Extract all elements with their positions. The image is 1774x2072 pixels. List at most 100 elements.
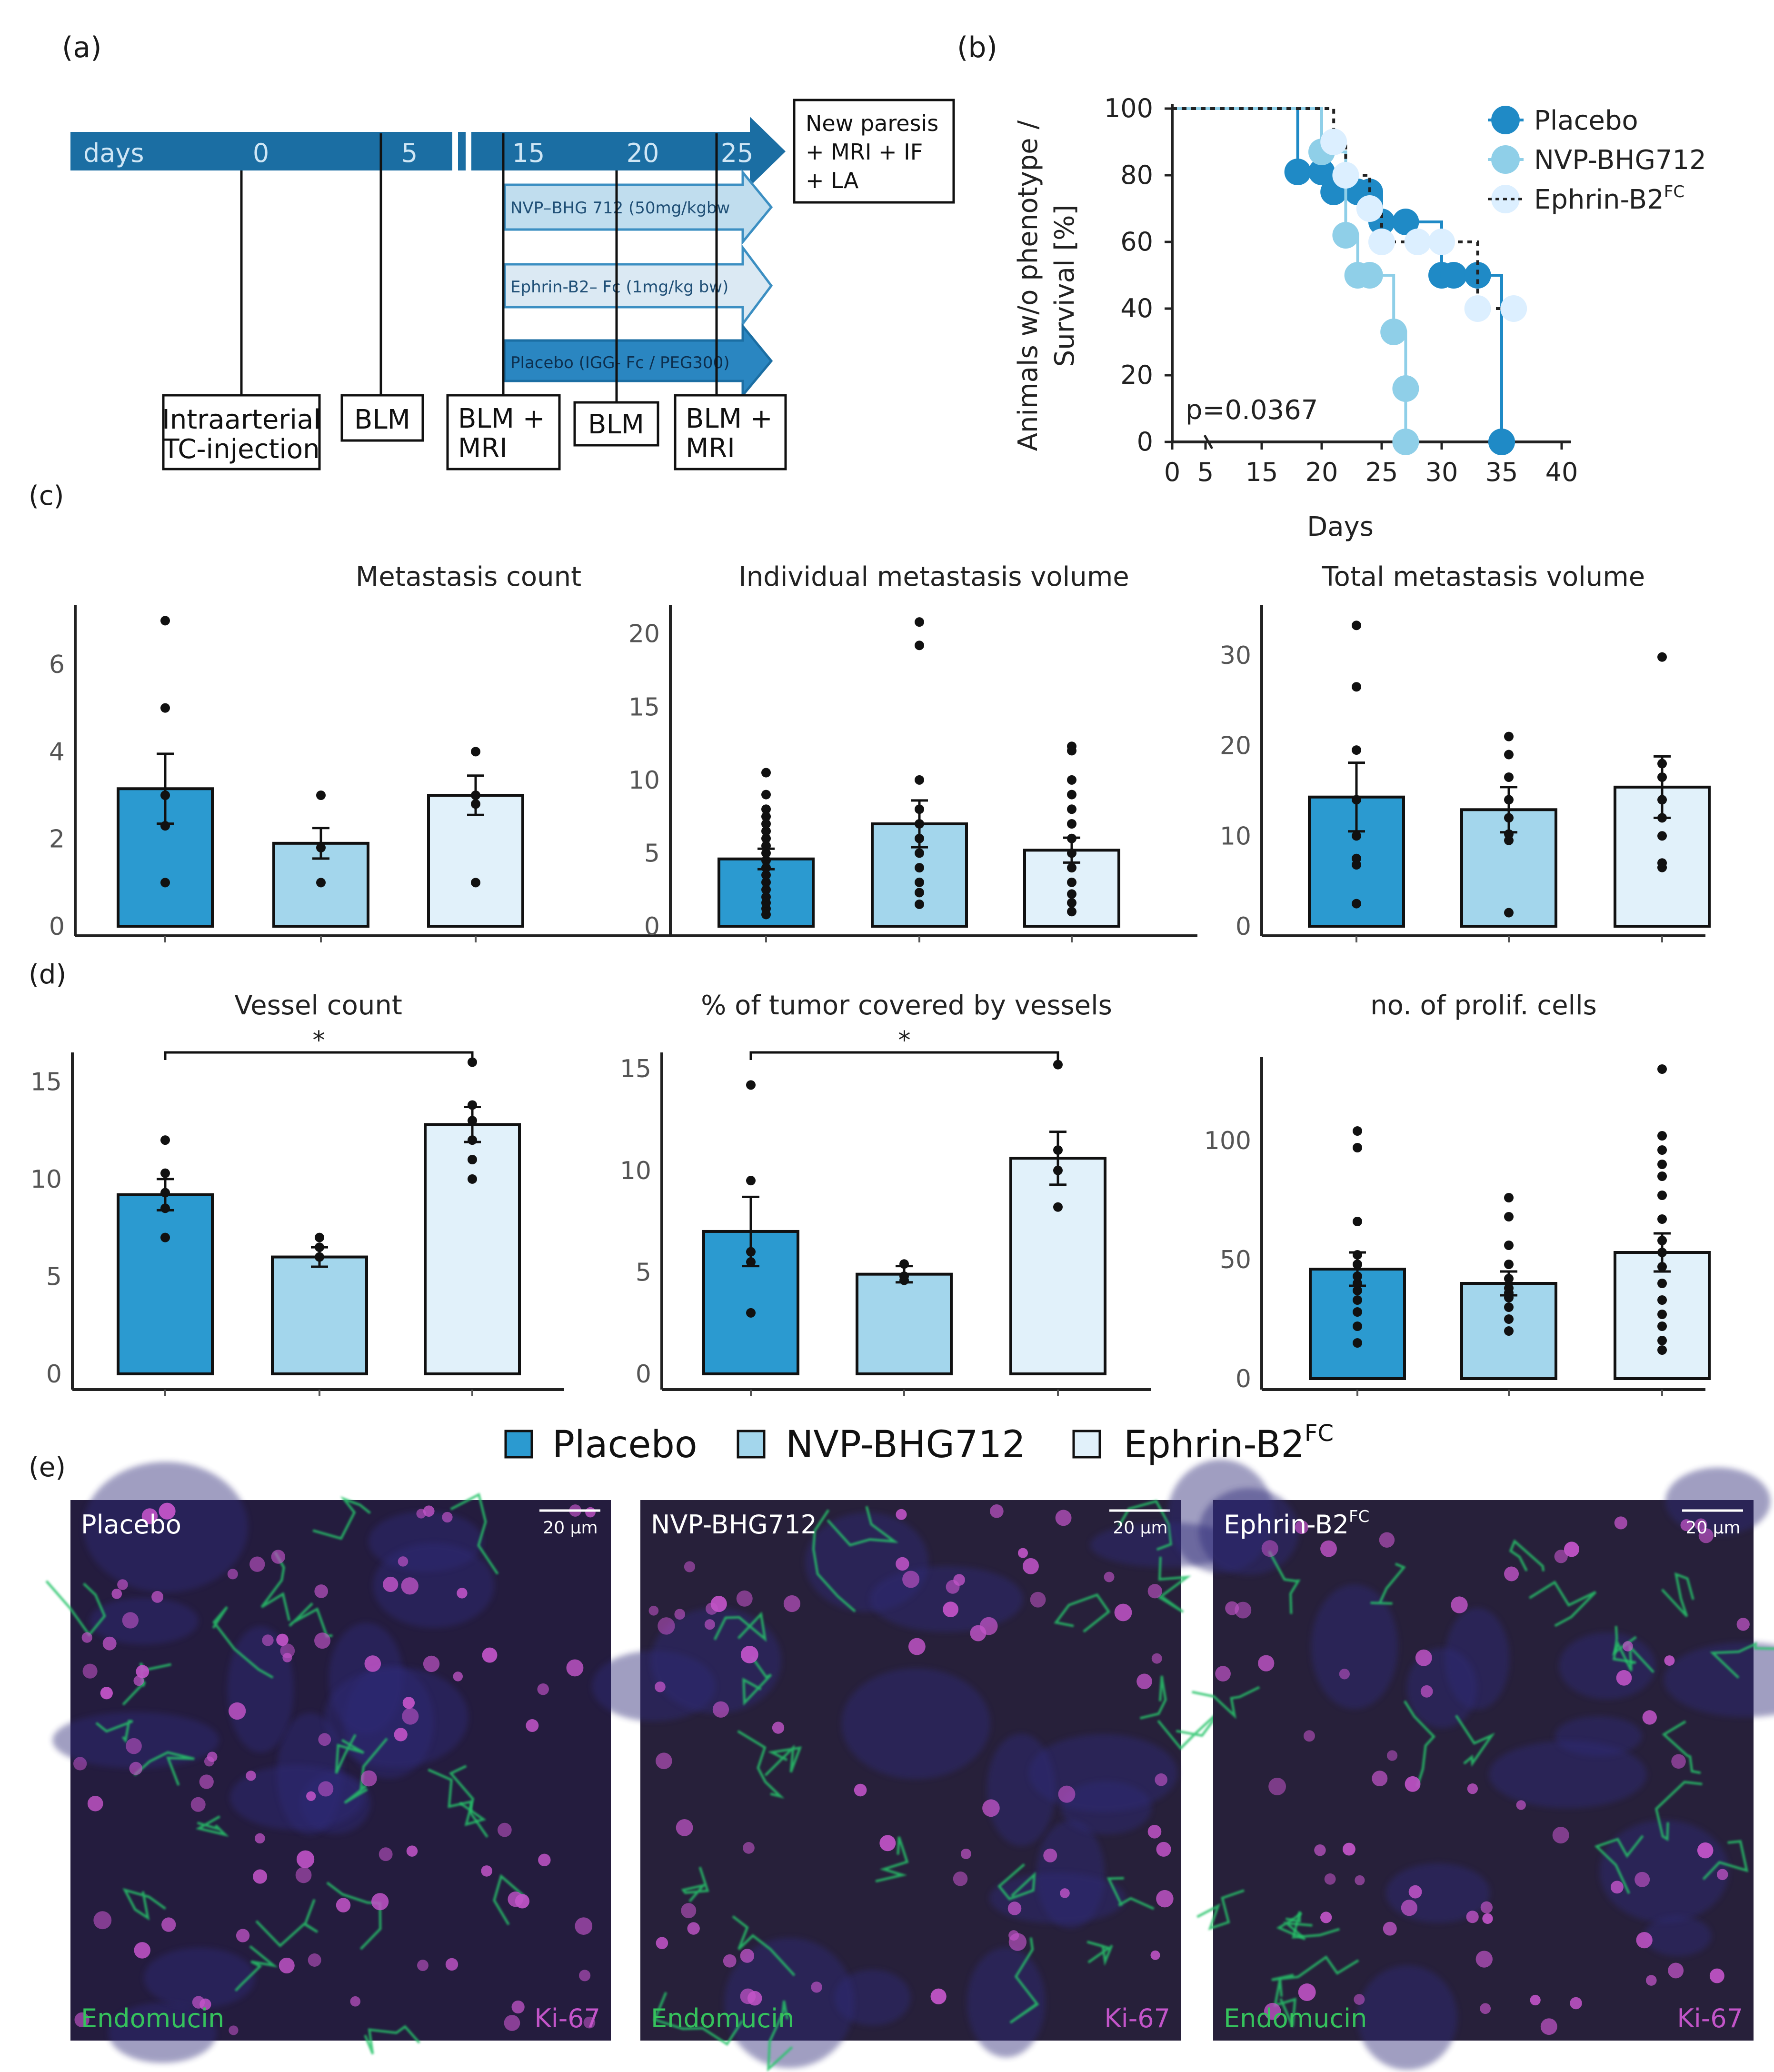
bar-ytick-label: 0: [644, 912, 660, 941]
ki67-nucleus: [262, 1634, 274, 1646]
ki67-nucleus: [314, 1584, 329, 1598]
bar-chart-3: Total metastasis volume 0 10 20 30: [1220, 561, 1711, 942]
event-injection-line-1: Intraarterial: [162, 404, 321, 435]
data-point: [1067, 898, 1076, 908]
data-point: [761, 870, 771, 880]
data-point: [1352, 795, 1361, 805]
bar-placebo: [117, 1193, 214, 1376]
km-legend: Placebo NVP-BHG712 Ephrin-B2FC: [1488, 105, 1706, 215]
dapi-region: [90, 1598, 199, 1645]
vessel-signal: [1528, 1581, 1597, 1627]
bar-nvp-bhg712: [856, 1272, 953, 1375]
km-point-ephrin: [1428, 229, 1455, 255]
data-point: [915, 617, 924, 627]
dapi-region: [1311, 1584, 1398, 1709]
ki67-nucleus: [1156, 1890, 1174, 1908]
bar-ytick-label: 4: [49, 738, 65, 766]
data-point: [1657, 1236, 1667, 1245]
data-point: [1352, 899, 1361, 909]
ki67-nucleus: [655, 1752, 672, 1770]
ki67-nucleus: [1570, 1997, 1582, 2010]
data-point: [1504, 795, 1514, 805]
data-point: [915, 804, 924, 814]
data-point: [915, 833, 924, 843]
panel-label-b: (b): [957, 31, 997, 64]
vessel-signal: [260, 1551, 290, 1621]
data-point: [761, 877, 771, 887]
ki67-nucleus: [151, 1591, 164, 1603]
data-point: [471, 878, 480, 888]
vessel-signal: [312, 1496, 371, 1540]
micrograph-label: NVP-BHG712: [651, 1510, 817, 1540]
km-ytick-label: 100: [1104, 93, 1153, 123]
data-point: [915, 863, 924, 873]
event-blm-mri-2-line-2: MRI: [686, 433, 735, 464]
data-point: [761, 863, 771, 873]
ki67-nucleus: [1295, 1520, 1309, 1534]
bar-ytick-label: 10: [628, 766, 660, 795]
data-point: [1657, 1321, 1667, 1331]
ki67-nucleus: [271, 1550, 285, 1564]
bar-ephrin-b2fc: [1614, 785, 1711, 928]
data-point: [915, 877, 924, 887]
data-point: [1067, 907, 1076, 917]
data-point: [746, 1080, 756, 1090]
dapi-region: [144, 1947, 255, 2009]
significance-star: *: [898, 1026, 911, 1055]
ki67-nucleus: [383, 1576, 399, 1592]
km-ytick-label: 40: [1120, 293, 1153, 323]
vessel-signal: [1286, 1911, 1340, 1939]
vessel-signal: [1612, 1626, 1636, 1664]
dapi-region: [324, 1667, 468, 1768]
ki67-nucleus: [406, 1845, 418, 1857]
data-point: [1504, 829, 1514, 839]
ki67-nucleus: [681, 1903, 697, 1919]
data-point: [899, 1259, 909, 1269]
ki67-nucleus: [579, 1970, 591, 1982]
ki67-nucleus: [1405, 1776, 1421, 1792]
endomucin-label: Endomucin: [81, 2003, 224, 2033]
vessel-signal: [1157, 1708, 1223, 1750]
data-point: [1504, 1193, 1514, 1202]
bar-ytick-label: 0: [636, 1360, 651, 1389]
micrograph-label: Ephrin-B2FC: [1224, 1507, 1369, 1540]
km-ytick-label: 60: [1120, 227, 1153, 257]
ki67-nucleus: [442, 1511, 453, 1523]
data-point: [1657, 831, 1667, 841]
bar-ephrin-b2fc: [1009, 1157, 1106, 1375]
vessel-signal: [1661, 1572, 1694, 1617]
scale-bar-label: 20 μm: [1685, 1518, 1740, 1538]
ki67-nucleus: [538, 1853, 551, 1867]
km-line-ephrin: [1172, 107, 1514, 310]
ki67-nucleus: [129, 1762, 143, 1775]
ki67-nucleus: [122, 1612, 139, 1629]
ki67-nucleus: [1215, 1666, 1231, 1682]
ki67-nucleus: [1147, 1584, 1162, 1599]
data-point: [761, 892, 771, 902]
data-point: [1067, 877, 1076, 887]
scale-bar-label: 20 μm: [543, 1518, 598, 1538]
vessel-signal: [764, 1744, 802, 1776]
ki67-nucleus: [1408, 1885, 1422, 1899]
vessel-signal: [1509, 1539, 1545, 1572]
vessel-signal: [681, 1866, 709, 1902]
data-point: [1657, 1191, 1667, 1200]
km-legend-placebo: Placebo: [1534, 105, 1638, 136]
legend-placebo: Placebo: [552, 1423, 698, 1466]
data-point: [468, 1174, 477, 1184]
data-point: [1657, 795, 1667, 805]
ki67-nucleus: [1467, 1783, 1478, 1794]
ki67-nucleus: [318, 1781, 334, 1797]
ki67-nucleus: [896, 1509, 907, 1520]
vessel-signal: [767, 2001, 793, 2072]
bar-ytick-label: 10: [30, 1165, 62, 1194]
data-point: [1657, 759, 1667, 769]
data-point: [1352, 831, 1361, 841]
km-point-nvp: [1392, 375, 1419, 402]
ki67-nucleus: [1634, 1872, 1650, 1887]
data-point: [468, 1100, 477, 1110]
km-ytick-label: 0: [1137, 427, 1153, 457]
event-blm-2: BLM: [588, 409, 644, 440]
ki67-nucleus: [253, 1869, 268, 1884]
vessel-signal: [1612, 1636, 1654, 1673]
